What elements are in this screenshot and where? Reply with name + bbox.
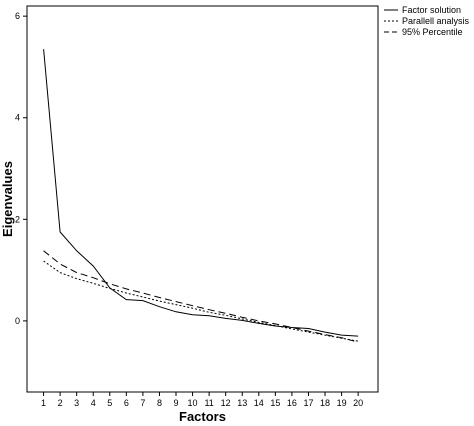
- x-axis: 1 2 3 4 5 6 7 8 9 10 11 12 13 14 15 16 17 18 19 20: [41, 392, 363, 408]
- y-tick-label: 4: [15, 113, 20, 123]
- x-tick-label: 15: [270, 398, 280, 408]
- y-tick-label: 2: [15, 214, 20, 224]
- x-tick-label: 5: [107, 398, 112, 408]
- y-axis-title: Eigenvalues: [0, 161, 15, 237]
- series-line-2: [43, 260, 359, 342]
- series-line-3: [43, 250, 359, 343]
- x-tick-label: 13: [237, 398, 247, 408]
- series-layer: [43, 49, 359, 343]
- x-tick-label: 14: [254, 398, 264, 408]
- x-tick-label: 10: [188, 398, 198, 408]
- x-tick-label: 3: [74, 398, 79, 408]
- x-tick-label: 11: [204, 398, 213, 408]
- x-tick-label: 20: [353, 398, 363, 408]
- series-line-1: [43, 49, 359, 337]
- x-tick-label: 7: [140, 398, 145, 408]
- y-tick-label: 0: [15, 316, 20, 326]
- plot-area: [26, 5, 379, 393]
- plot-border: [26, 5, 379, 393]
- y-axis: 0 2 4 6: [15, 11, 27, 326]
- legend-label: Parallell analysis: [402, 16, 470, 26]
- x-tick-label: 8: [157, 398, 162, 408]
- x-tick-label: 18: [320, 398, 330, 408]
- x-tick-label: 1: [41, 398, 46, 408]
- x-tick-label: 9: [174, 398, 179, 408]
- x-tick-label: 12: [221, 398, 231, 408]
- x-tick-label: 4: [91, 398, 96, 408]
- legend-label: 95% Percentile: [402, 27, 463, 37]
- x-tick-label: 2: [58, 398, 63, 408]
- x-tick-label: 16: [287, 398, 297, 408]
- x-axis-title: Factors: [179, 409, 226, 424]
- x-tick-label: 19: [337, 398, 347, 408]
- y-tick-label: 6: [15, 11, 20, 21]
- x-tick-label: 17: [303, 398, 313, 408]
- legend-label: Factor solution: [402, 5, 461, 15]
- x-tick-label: 6: [124, 398, 129, 408]
